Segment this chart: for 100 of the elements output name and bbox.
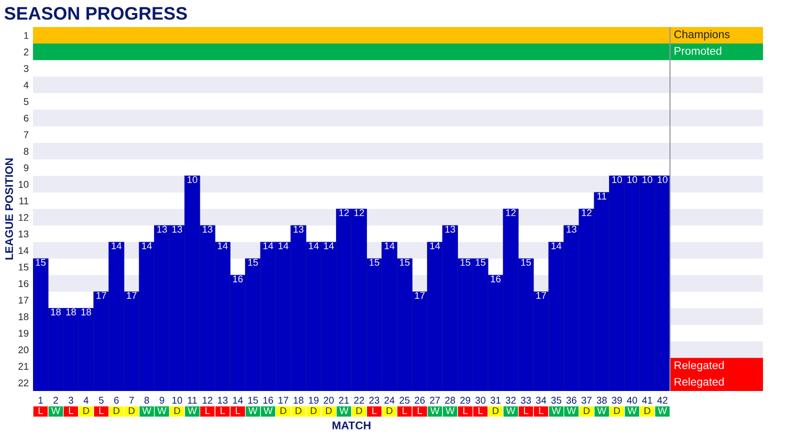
x-tick-label: 16	[263, 396, 274, 404]
text: D	[296, 407, 302, 414]
x-tick-label: 30	[475, 396, 486, 404]
data-label: 16	[233, 275, 243, 282]
text: D	[644, 407, 650, 414]
text: MATCH	[332, 421, 370, 430]
data-label: 13	[202, 226, 212, 233]
text: W	[446, 407, 455, 414]
x-tick-label: 27	[430, 396, 440, 404]
y-tick-label: 7	[24, 131, 28, 138]
text: W	[552, 407, 561, 414]
text: D	[114, 407, 120, 414]
band-label: Champions	[674, 30, 730, 40]
text: L	[539, 407, 544, 414]
text: L	[418, 407, 422, 414]
text: L	[236, 407, 240, 414]
y-tick-label: 4	[24, 82, 29, 88]
data-label: 10	[627, 176, 638, 184]
data-label: 12	[506, 209, 516, 216]
text: L	[99, 407, 104, 414]
y-tick-label: 14	[18, 247, 29, 254]
text: L	[372, 407, 377, 414]
text: W	[51, 407, 60, 414]
text: W	[157, 407, 166, 414]
y-axis-title: LEAGUE POSITION	[5, 158, 14, 260]
text: D	[584, 407, 590, 414]
text: W	[248, 407, 258, 414]
x-tick-label: 35	[551, 396, 562, 404]
y-tick-label: 19	[18, 330, 28, 337]
data-label: 15	[36, 258, 46, 266]
data-label: 17	[126, 292, 137, 299]
data-label: 14	[142, 242, 152, 250]
data-label: 11	[597, 192, 606, 200]
x-tick-label: 11	[188, 396, 197, 404]
data-label: 13	[294, 226, 304, 233]
x-tick-label: 36	[566, 396, 576, 404]
x-tick-label: 23	[369, 396, 380, 404]
y-tick-label: 1	[24, 32, 28, 39]
text: D	[310, 407, 317, 414]
text: W	[628, 407, 637, 414]
x-tick-label: 29	[460, 396, 470, 404]
data-label: 17	[415, 292, 425, 299]
y-tick-label: 21	[18, 362, 28, 370]
data-label: 18	[51, 308, 61, 316]
text: W	[506, 407, 516, 414]
band-label: Promoted	[674, 46, 722, 55]
x-tick-label: 34	[536, 396, 546, 404]
x-tick-label: 8	[144, 396, 150, 404]
text: W	[430, 407, 440, 414]
x-tick-label: 17	[278, 396, 288, 404]
text: L	[463, 407, 468, 414]
data-label: 18	[66, 308, 76, 316]
data-label: 10	[642, 176, 652, 184]
y-tick-label: 8	[24, 148, 28, 155]
x-tick-label: 22	[354, 396, 364, 404]
x-tick-label: 18	[294, 396, 304, 404]
data-label: 15	[248, 258, 258, 266]
text: D	[128, 407, 135, 414]
x-tick-label: 31	[490, 396, 501, 404]
data-label: 10	[658, 176, 668, 184]
x-tick-label: 4	[84, 396, 89, 404]
text: L	[524, 407, 528, 414]
x-tick-label: 21	[339, 396, 349, 404]
text: W	[658, 407, 667, 414]
text: D	[326, 407, 332, 414]
x-tick-label: 25	[400, 396, 410, 404]
x-tick-label: 32	[506, 396, 516, 404]
x-tick-label: 19	[308, 396, 319, 404]
y-tick-label: 10	[18, 180, 28, 188]
data-label: 12	[339, 209, 349, 216]
text: L	[38, 407, 43, 414]
text: D	[614, 407, 620, 414]
data-label: 13	[445, 226, 456, 233]
x-tick-label: 28	[445, 396, 456, 404]
x-tick-label: 13	[218, 396, 228, 404]
y-tick-label: 17	[18, 296, 28, 304]
text: D	[174, 407, 180, 414]
text: W	[142, 407, 152, 414]
x-tick-label: 6	[114, 396, 119, 404]
x-tick-label: 41	[642, 396, 652, 404]
text: D	[83, 407, 90, 414]
data-label: 14	[112, 242, 122, 250]
data-label: 14	[324, 242, 334, 250]
y-tick-label: 13	[18, 230, 28, 238]
y-tick-label: 11	[19, 198, 28, 204]
data-label: 15	[521, 258, 531, 266]
data-label: 15	[370, 258, 380, 266]
data-label: 10	[612, 176, 622, 184]
y-tick-label: 22	[18, 379, 28, 386]
text: W	[188, 407, 197, 414]
text: W	[264, 407, 273, 414]
data-label: 14	[308, 242, 319, 250]
data-label: 15	[460, 258, 470, 266]
x-tick-label: 20	[324, 396, 334, 404]
data-label: 14	[384, 242, 395, 250]
data-label: 15	[400, 258, 410, 266]
x-tick-label: 38	[596, 396, 607, 404]
y-tick-label: 15	[18, 264, 28, 271]
x-tick-label: 40	[626, 396, 638, 404]
data-label: 18	[81, 308, 92, 316]
